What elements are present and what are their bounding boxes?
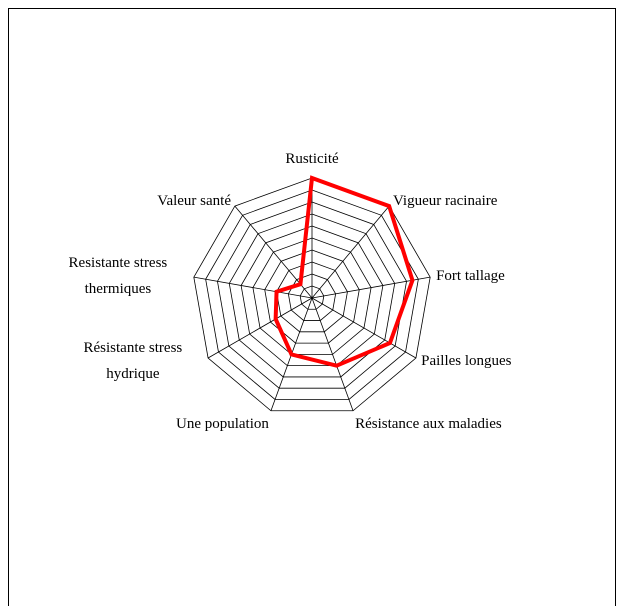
axis-label: Résistante stress hydrique xyxy=(83,340,183,382)
axis-label: Resistante stress thermiques xyxy=(68,255,168,298)
grid-ring xyxy=(240,225,384,367)
spoke xyxy=(311,297,354,411)
axis-label: Vigueur racinaire xyxy=(392,193,498,210)
spoke xyxy=(311,297,417,359)
grid-ring xyxy=(217,201,407,389)
grid-ring xyxy=(264,249,360,344)
axis-label: Fort tallage xyxy=(436,268,505,285)
axis-label: Une population xyxy=(175,416,269,433)
grid-ring xyxy=(228,213,396,378)
spoke xyxy=(207,297,313,359)
axis-label: Résistance aux maladies xyxy=(355,416,502,433)
grid-ring xyxy=(276,261,348,333)
axis-label: Valeur santé xyxy=(157,193,231,210)
frame xyxy=(8,8,616,606)
spoke xyxy=(311,205,390,299)
axis-label: Pailles longues xyxy=(421,353,512,369)
grid-ring xyxy=(205,189,419,400)
grid-ring xyxy=(252,237,372,355)
axis-label: Rusticité xyxy=(285,151,339,167)
grid-ring xyxy=(299,285,325,310)
spoke xyxy=(193,276,313,299)
grid-ring xyxy=(193,177,431,412)
data-line xyxy=(273,175,415,368)
